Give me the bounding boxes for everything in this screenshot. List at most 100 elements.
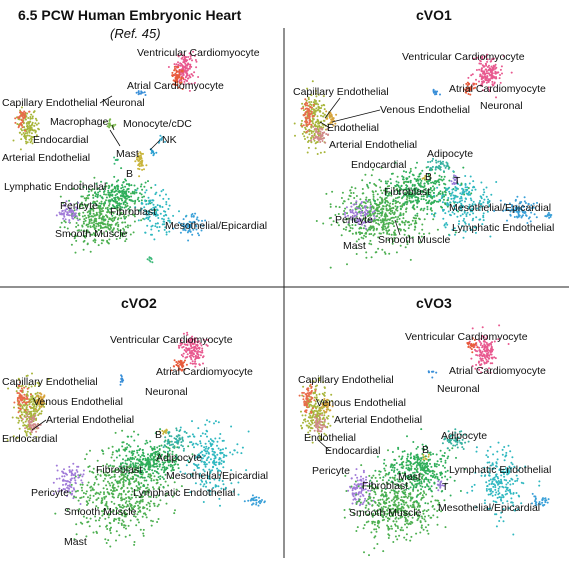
point-ref-fibroblast (122, 186, 124, 188)
point-cvo2-smooth-muscle (75, 476, 77, 478)
point-cvo2-lymphatic-endothelial (208, 453, 210, 455)
point-ref-smooth-muscle (84, 197, 86, 199)
point-cvo2-lymphatic-endothelial (208, 461, 210, 463)
point-ref-endocardial (22, 126, 24, 128)
point-ref-endocardial (29, 111, 31, 113)
point-cvo2-capillary-endothelial (30, 413, 32, 415)
point-cvo1-smooth-muscle (361, 179, 363, 181)
point-cvo1-fibroblast (415, 167, 417, 169)
point-cvo2-capillary-endothelial (27, 428, 29, 430)
point-cvo1-smooth-muscle (368, 199, 370, 201)
point-cvo2-fibroblast (116, 481, 118, 483)
point-cvo2-fibroblast (148, 465, 150, 467)
point-ref-capillary-endothelial (31, 128, 33, 130)
point-cvo1-smooth-muscle (378, 204, 380, 206)
point-ref-lymphatic-endothelial (136, 189, 138, 191)
point-cvo2-smooth-muscle (83, 496, 85, 498)
point-cvo1-fibroblast (409, 200, 411, 202)
point-cvo2-fibroblast (133, 440, 135, 442)
point-ref-lymphatic-endothelial (167, 208, 169, 210)
point-ref-mesothelial-epicardial (187, 240, 189, 242)
point-ref-lymphatic-endothelial (159, 195, 161, 197)
point-cvo2-adipocyte (164, 436, 166, 438)
point-cvo1-neuronal (436, 91, 438, 93)
point-ref-mesothelial-epicardial (193, 216, 195, 218)
point-ref-smooth-muscle (78, 213, 80, 215)
point-cvo1-lymphatic-endothelial (470, 176, 472, 178)
point-cvo1-mesothelial-epicardial (545, 215, 547, 217)
point-cvo2-smooth-muscle (150, 500, 152, 502)
point-cvo1-smooth-muscle (437, 229, 439, 231)
point-ref-lymphatic-endothelial (141, 203, 143, 205)
point-cvo2-ventricular-cardiomyocyte (199, 347, 201, 349)
point-cvo1-smooth-muscle (344, 200, 346, 202)
point-cvo1-lymphatic-endothelial (431, 213, 433, 215)
point-cvo2-smooth-muscle (98, 484, 100, 486)
point-cvo2-neuronal (121, 379, 123, 381)
point-cvo1-capillary-endothelial (319, 100, 321, 102)
point-ref-capillary-endothelial (25, 142, 27, 144)
point-ref-mast (151, 261, 153, 263)
point-cvo2-fibroblast (127, 458, 129, 460)
point-cvo2-lymphatic-endothelial (219, 452, 221, 454)
point-cvo2-mesothelial-epicardial (256, 502, 258, 504)
point-ref-fibroblast (95, 195, 97, 197)
point-cvo2-arterial-endothelial (26, 414, 28, 416)
point-cvo2-smooth-muscle (99, 493, 101, 495)
point-cvo1-pericyte (349, 210, 351, 212)
point-cvo2-smooth-muscle (109, 522, 111, 524)
point-cvo2-lymphatic-endothelial (203, 483, 205, 485)
point-ref-lymphatic-endothelial (151, 202, 153, 204)
point-ref-b (142, 153, 144, 155)
point-cvo1-mesothelial-epicardial (536, 216, 538, 218)
point-cvo1-smooth-muscle (370, 227, 372, 229)
point-cvo2-smooth-muscle (97, 497, 99, 499)
point-cvo1-endocardial (305, 108, 307, 110)
point-cvo1-venous-endothelial (330, 115, 332, 117)
point-cvo1-fibroblast (423, 183, 425, 185)
point-cvo1-lymphatic-endothelial (447, 197, 449, 199)
point-cvo1-ventricular-cardiomyocyte (501, 73, 503, 75)
point-cvo1-smooth-muscle (397, 201, 399, 203)
point-cvo2-smooth-muscle (118, 519, 120, 521)
point-cvo2-smooth-muscle (112, 446, 114, 448)
point-cvo2-smooth-muscle (139, 502, 141, 504)
point-ref-smooth-muscle (83, 223, 85, 225)
point-ref-fibroblast (132, 200, 134, 202)
point-cvo2-ventricular-cardiomyocyte (183, 353, 185, 355)
point-cvo1-lymphatic-endothelial (451, 193, 453, 195)
point-cvo1-fibroblast (437, 193, 439, 195)
point-cvo1-smooth-muscle (391, 220, 393, 222)
point-cvo2-fibroblast (116, 457, 118, 459)
point-cvo2-adipocyte (175, 427, 177, 429)
point-ref-b (139, 151, 141, 153)
point-cvo1-fibroblast (420, 208, 422, 210)
point-ref-smooth-muscle (83, 218, 85, 220)
point-ref-capillary-endothelial (23, 132, 25, 134)
point-ref-fibroblast (107, 190, 109, 192)
point-ref-mast (114, 163, 116, 165)
point-cvo1-smooth-muscle (396, 218, 398, 220)
point-cvo1-capillary-endothelial (321, 105, 323, 107)
point-cvo1-ventricular-cardiomyocyte (487, 80, 489, 82)
point-cvo1-endocardial (304, 112, 306, 114)
point-ref-fibroblast (113, 200, 115, 202)
point-cvo2-arterial-endothelial (32, 425, 34, 427)
point-cvo1-smooth-muscle (362, 207, 364, 209)
point-ref-fibroblast (109, 194, 111, 196)
point-ref-smooth-muscle (103, 216, 105, 218)
point-cvo1-fibroblast (441, 180, 443, 182)
point-cvo1-lymphatic-endothelial (465, 190, 467, 192)
point-cvo1-smooth-muscle (359, 231, 361, 233)
point-ref-smooth-muscle (84, 215, 86, 217)
point-cvo2-smooth-muscle (121, 478, 123, 480)
point-ref-smooth-muscle (88, 217, 90, 219)
point-cvo1-fibroblast (385, 182, 387, 184)
point-cvo2-mesothelial-epicardial (252, 499, 254, 501)
point-cvo1-fibroblast (414, 215, 416, 217)
point-cvo2-capillary-endothelial (23, 424, 25, 426)
point-cvo1-smooth-muscle (378, 217, 380, 219)
point-cvo1-smooth-muscle (325, 193, 327, 195)
point-ref-fibroblast (138, 200, 140, 202)
point-cvo1-ventricular-cardiomyocyte (485, 69, 487, 71)
